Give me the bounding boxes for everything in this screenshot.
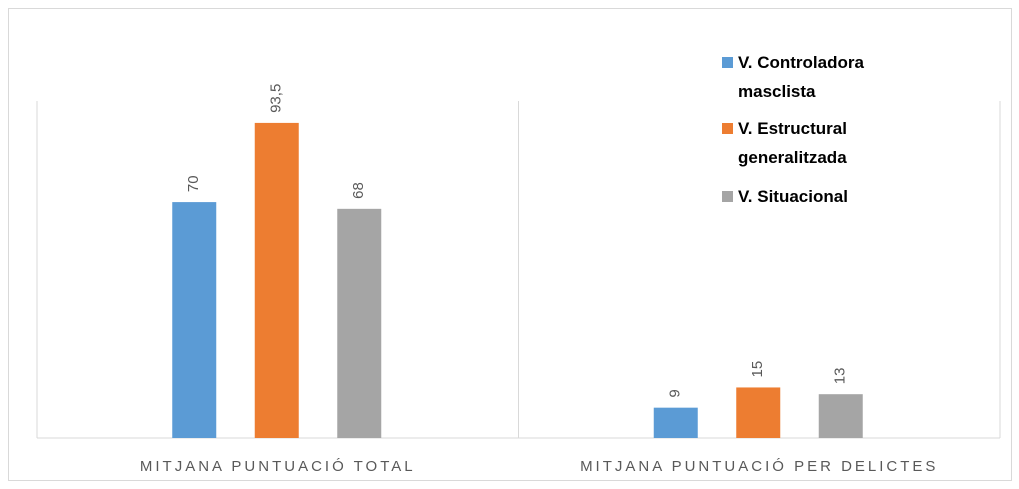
legend-label: V. Situacional [738, 187, 848, 206]
bar [172, 202, 217, 438]
legend-label: V. Controladora masclista [738, 53, 864, 101]
legend-entry: V. Situacional [722, 182, 1012, 211]
bar [818, 394, 863, 438]
legend-entry: V. Estructural generalitzada [722, 114, 1012, 172]
legend-swatch [722, 123, 733, 134]
bar [254, 122, 299, 438]
data-label: 9 [667, 389, 684, 397]
bar [736, 387, 781, 438]
x-tick-label: MITJANA PUNTUACIÓ TOTAL [140, 458, 416, 475]
bar [653, 407, 698, 438]
data-label: 13 [832, 368, 849, 385]
x-tick-label: MITJANA PUNTUACIÓ PER DELICTES [580, 458, 938, 475]
data-label: 15 [749, 361, 766, 378]
legend-entry: V. Controladora masclista [722, 48, 1012, 106]
data-label: 70 [185, 175, 202, 192]
bar [337, 208, 382, 438]
data-label: 68 [350, 182, 367, 199]
legend-swatch [722, 57, 733, 68]
data-label: 93,5 [268, 84, 285, 113]
legend-label: V. Estructural generalitzada [738, 119, 847, 167]
legend-swatch [722, 191, 733, 202]
